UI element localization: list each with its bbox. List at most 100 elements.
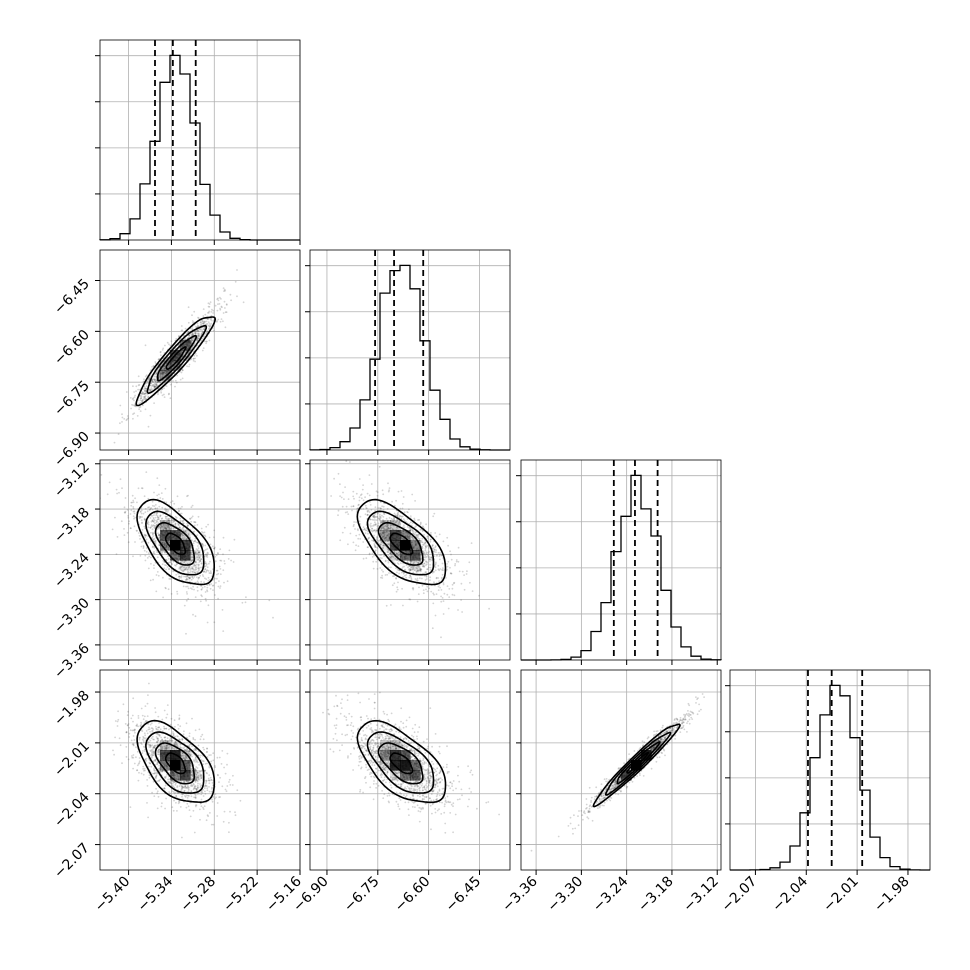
sample-point <box>195 776 198 779</box>
sample-point <box>140 545 143 548</box>
sample-point <box>192 577 195 580</box>
sample-point <box>178 524 181 526</box>
sample-point <box>382 509 385 512</box>
sample-point <box>165 370 168 372</box>
sample-point <box>157 381 160 383</box>
sample-point <box>405 564 408 566</box>
sample-point <box>192 359 195 362</box>
sample-point <box>380 527 383 530</box>
sample-point <box>155 590 158 593</box>
sample-point <box>188 735 191 737</box>
sample-point <box>216 298 219 301</box>
sample-point <box>166 366 169 369</box>
sample-point <box>390 526 392 529</box>
sample-point <box>426 563 428 565</box>
sample-point <box>383 535 386 537</box>
sample-point <box>151 520 154 522</box>
sample-point <box>366 546 369 548</box>
sample-point <box>371 530 374 533</box>
sample-point <box>155 777 157 780</box>
sample-point <box>159 526 162 529</box>
sample-point <box>433 548 436 551</box>
sample-point <box>162 372 165 374</box>
sample-point <box>144 408 147 411</box>
sample-point <box>428 547 430 549</box>
sample-point <box>411 587 414 589</box>
sample-point <box>363 528 366 531</box>
sample-point <box>187 789 190 791</box>
sample-point <box>128 520 131 523</box>
sample-point <box>167 548 170 551</box>
sample-point <box>404 574 406 577</box>
sample-point <box>188 363 191 366</box>
sample-point <box>226 752 229 755</box>
sample-point <box>139 511 142 513</box>
sample-point <box>163 542 166 545</box>
sample-point <box>369 526 372 528</box>
sample-point <box>153 386 156 389</box>
sample-point <box>146 380 149 382</box>
sample-point <box>182 528 185 531</box>
sample-point <box>413 537 416 540</box>
sample-point <box>386 531 388 533</box>
sample-point <box>150 520 153 523</box>
sample-point <box>138 408 141 411</box>
sample-point <box>135 390 137 393</box>
sample-point <box>135 746 137 749</box>
sample-point <box>396 586 399 589</box>
sample-point <box>396 513 399 515</box>
sample-point <box>156 518 159 521</box>
sample-point <box>414 578 417 580</box>
sample-point <box>153 769 156 772</box>
sample-point <box>194 332 197 335</box>
sample-point <box>449 572 452 575</box>
sample-point <box>233 538 236 541</box>
sample-point <box>420 568 422 571</box>
sample-point <box>144 511 147 513</box>
sample-point <box>147 567 150 570</box>
sample-point <box>337 472 340 475</box>
sample-point <box>208 562 210 565</box>
sample-point <box>345 460 348 463</box>
sample-point <box>168 364 171 366</box>
sample-point <box>198 764 201 766</box>
sample-point <box>344 486 346 488</box>
sample-point <box>144 508 147 510</box>
sample-point <box>337 514 339 517</box>
sample-point <box>194 331 197 334</box>
sample-point <box>165 564 168 567</box>
sample-point <box>180 789 183 791</box>
sample-point <box>180 575 183 578</box>
sample-point <box>159 728 162 731</box>
sample-point <box>184 568 187 571</box>
sample-point <box>222 312 225 314</box>
sample-point <box>189 517 191 520</box>
sample-point <box>153 772 156 775</box>
sample-point <box>153 772 156 775</box>
sample-point <box>202 347 205 349</box>
sample-point <box>158 726 160 728</box>
sample-point <box>442 600 445 602</box>
sample-point <box>142 540 145 543</box>
sample-point <box>167 525 170 527</box>
sample-point <box>373 514 376 517</box>
sample-point <box>168 364 170 367</box>
sample-point <box>367 546 369 549</box>
sample-point <box>202 545 204 548</box>
sample-point <box>170 361 173 364</box>
sample-point <box>154 385 156 388</box>
sample-point <box>196 339 199 342</box>
sample-point <box>163 776 166 778</box>
sample-point <box>366 492 369 495</box>
sample-point <box>426 590 429 593</box>
sample-point <box>153 552 156 555</box>
sample-point <box>398 552 401 554</box>
sample-point <box>191 515 194 518</box>
sample-point <box>424 546 427 548</box>
sample-point <box>431 627 434 630</box>
sample-point <box>362 526 365 528</box>
sample-point <box>411 536 413 538</box>
sample-point <box>153 402 156 404</box>
sample-point <box>415 570 418 573</box>
sample-point <box>180 371 183 374</box>
